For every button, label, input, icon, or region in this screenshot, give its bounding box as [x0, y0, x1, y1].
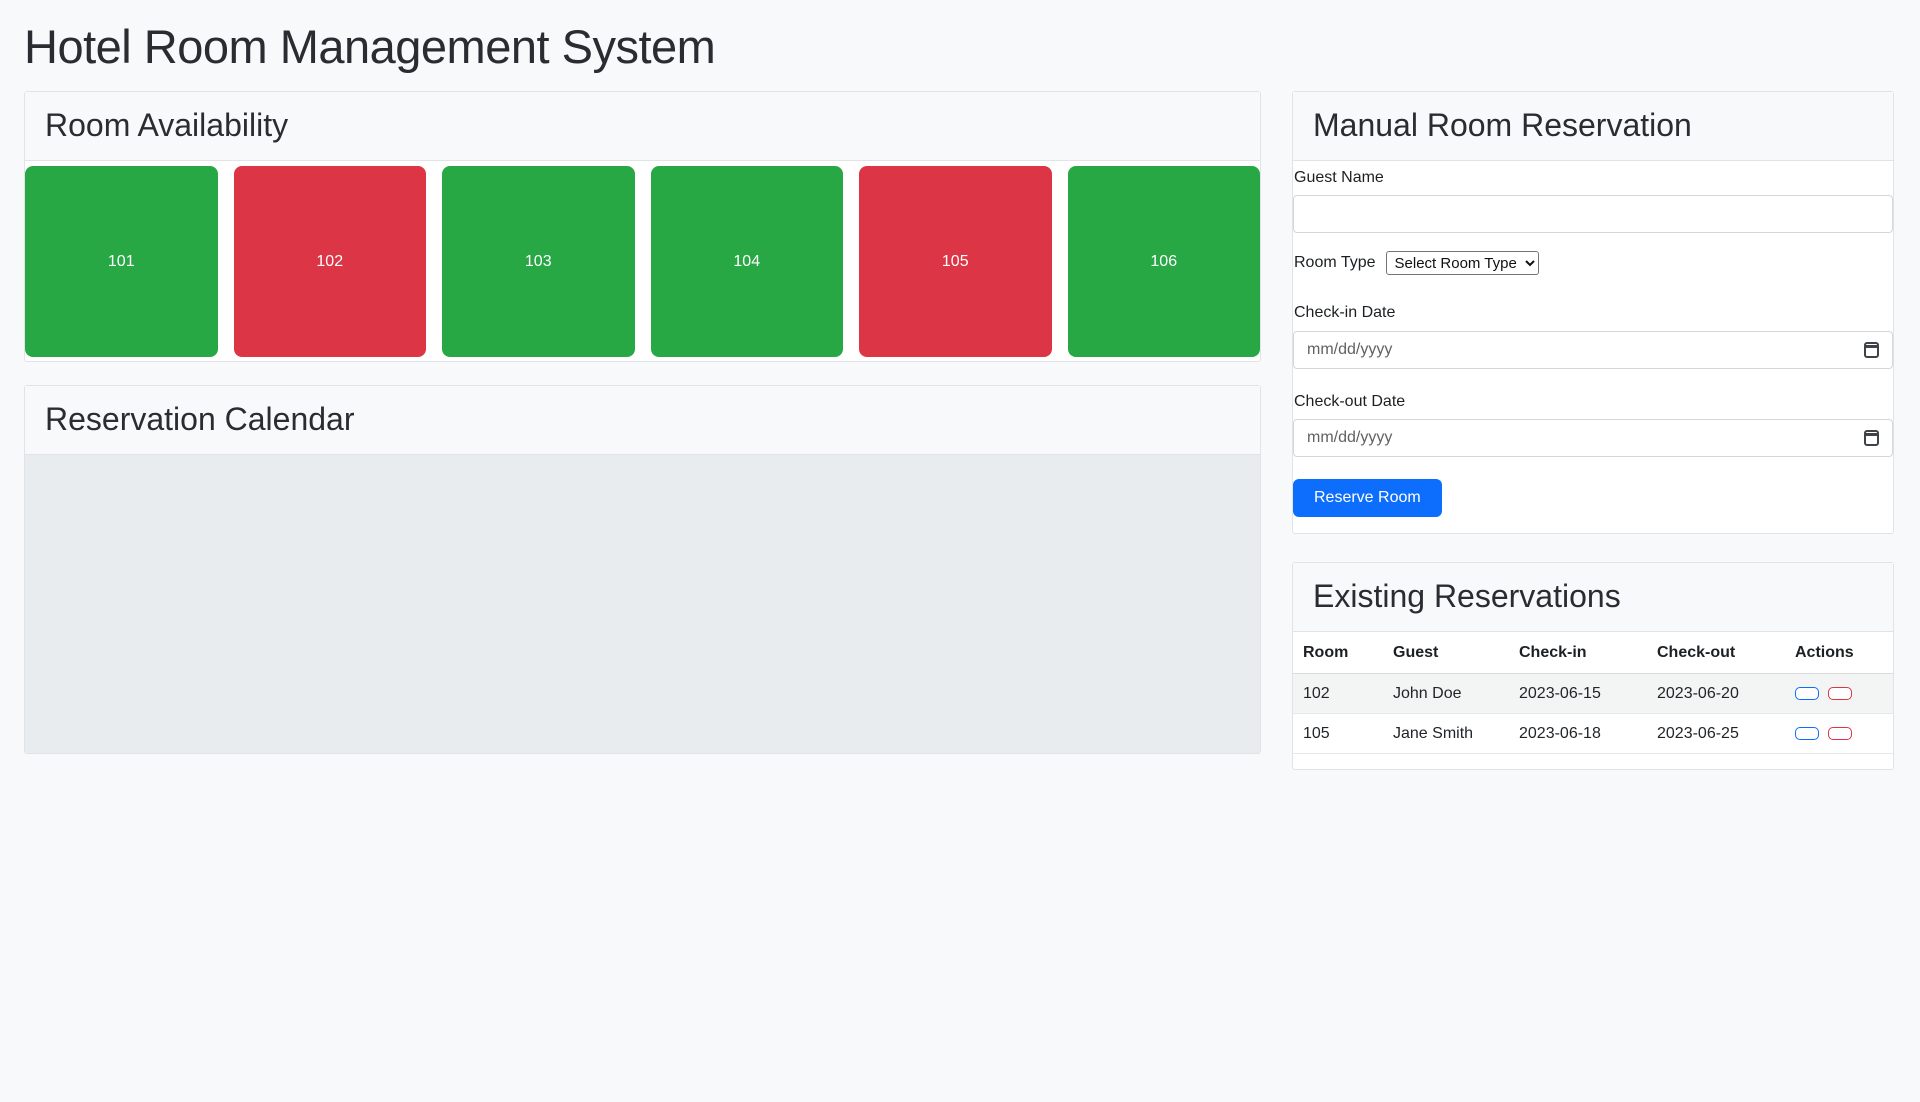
cell-room: 102	[1293, 673, 1383, 714]
edit-reservation-button[interactable]	[1795, 727, 1819, 741]
room-card-106[interactable]: 106	[1067, 166, 1260, 358]
cell-guest: John Doe	[1383, 673, 1509, 714]
check-out-label: Check-out Date	[1294, 392, 1406, 410]
calendar-icon[interactable]	[1864, 341, 1879, 358]
cell-guest: Jane Smith	[1383, 713, 1509, 755]
delete-reservation-button[interactable]	[1828, 687, 1853, 701]
check-in-label: Check-in Date	[1294, 304, 1396, 322]
room-card-103[interactable]: 103	[442, 166, 635, 358]
room-number: 101	[107, 252, 135, 270]
left-column: Room Availability 101 102 103 104 105	[24, 91, 1261, 754]
room-type-label: Room Type	[1294, 254, 1376, 272]
column-header-actions: Actions	[1785, 631, 1893, 674]
room-availability-header: Room Availability	[25, 92, 1260, 162]
reserve-room-button[interactable]: Reserve Room	[1293, 479, 1442, 517]
edit-reservation-button[interactable]	[1795, 687, 1819, 701]
calendar-icon[interactable]	[1864, 430, 1879, 447]
reservation-calendar-header: Reservation Calendar	[25, 386, 1260, 455]
check-out-placeholder: mm/dd/yyyy	[1307, 429, 1393, 447]
guest-name-label: Guest Name	[1294, 169, 1384, 187]
existing-reservations-panel: Existing Reservations Room Guest Check-i…	[1292, 561, 1894, 771]
page-title: Hotel Room Management System	[24, 20, 716, 73]
cell-check-out: 2023-06-25	[1647, 713, 1785, 755]
room-card-102[interactable]: 102	[233, 166, 426, 358]
delete-reservation-button[interactable]	[1828, 727, 1853, 741]
column-header-guest: Guest	[1383, 631, 1509, 674]
cell-check-out: 2023-06-20	[1647, 673, 1785, 714]
cell-room: 105	[1293, 713, 1383, 755]
check-out-date-input[interactable]: mm/dd/yyyy	[1293, 419, 1893, 458]
check-in-date-input[interactable]: mm/dd/yyyy	[1293, 330, 1893, 369]
main-columns: Room Availability 101 102 103 104 105	[24, 91, 1895, 771]
guest-name-input[interactable]	[1293, 195, 1893, 234]
check-in-placeholder: mm/dd/yyyy	[1307, 340, 1393, 358]
room-grid: 101 102 103 104 105 106	[25, 166, 1260, 358]
manual-reservation-panel: Manual Room Reservation Guest Name Room …	[1292, 91, 1894, 534]
room-number: 104	[733, 252, 761, 270]
column-header-check-in: Check-in	[1509, 631, 1647, 674]
room-number: 102	[316, 252, 344, 270]
reservation-calendar-title: Reservation Calendar	[45, 401, 355, 438]
manual-reservation-title: Manual Room Reservation	[1313, 107, 1692, 144]
room-type-row: Room Type Select Room Type	[1294, 251, 1893, 276]
room-card-105[interactable]: 105	[859, 166, 1052, 358]
cell-check-in: 2023-06-15	[1509, 673, 1647, 714]
room-card-104[interactable]: 104	[650, 166, 843, 358]
room-availability-title: Room Availability	[45, 107, 289, 144]
table-row: 102 John Doe 2023-06-15 2023-06-20	[1293, 673, 1893, 714]
room-availability-panel: Room Availability 101 102 103 104 105	[24, 91, 1261, 363]
existing-reservations-header: Existing Reservations	[1293, 562, 1893, 632]
existing-reservations-title: Existing Reservations	[1313, 577, 1621, 614]
room-number: 103	[524, 252, 552, 270]
right-column: Manual Room Reservation Guest Name Room …	[1292, 91, 1894, 771]
table-header-row: Room Guest Check-in Check-out Actions	[1293, 631, 1893, 674]
column-header-check-out: Check-out	[1647, 631, 1785, 674]
room-number: 105	[941, 252, 969, 270]
column-header-room: Room	[1293, 631, 1383, 674]
manual-reservation-form: Guest Name Room Type Select Room Type Ch…	[1293, 161, 1893, 533]
cell-check-in: 2023-06-18	[1509, 713, 1647, 755]
cell-actions	[1785, 673, 1893, 714]
reservation-calendar-body	[25, 454, 1260, 753]
room-type-select[interactable]: Select Room Type	[1385, 251, 1539, 276]
table-row: 105 Jane Smith 2023-06-18 2023-06-25	[1293, 713, 1893, 755]
reservations-table: Room Guest Check-in Check-out Actions 10…	[1293, 631, 1893, 755]
room-number: 106	[1150, 252, 1178, 270]
room-card-101[interactable]: 101	[25, 166, 218, 358]
reservation-calendar-panel: Reservation Calendar	[24, 385, 1261, 754]
cell-actions	[1785, 713, 1893, 755]
manual-reservation-header: Manual Room Reservation	[1293, 92, 1893, 162]
